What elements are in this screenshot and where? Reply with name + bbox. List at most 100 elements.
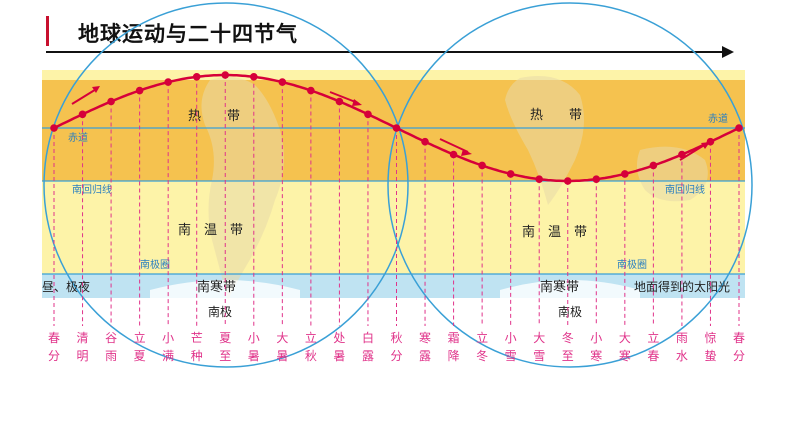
term-point (78, 110, 87, 119)
term-label-bottom: 雪 (505, 349, 517, 363)
term-label-top: 小 (248, 331, 260, 345)
globe-left (43, 2, 409, 368)
globe-right (387, 2, 753, 368)
term-label-bottom: 满 (162, 349, 174, 363)
term-point (592, 175, 601, 183)
term-label-top: 小 (590, 331, 602, 345)
zone-label-tropics-left: 热 带 (188, 109, 240, 124)
term-label-top: 春 (48, 331, 60, 345)
term-point (535, 175, 544, 183)
solar-terms-layer: 春分清明谷雨立夏小满芒种夏至小暑大暑立秋处暑白露秋分寒露霜降立冬小雪大雪冬至小寒… (48, 71, 745, 363)
term-label-top: 秋 (390, 331, 402, 345)
term-label-top: 清 (77, 331, 89, 345)
term-label-bottom: 明 (77, 349, 89, 363)
term-point (50, 124, 58, 132)
polar-label-left: 南极圈 (140, 258, 170, 271)
term-point (364, 110, 372, 119)
zone-label-tropics-right: 热 带 (530, 108, 582, 123)
term-label-top: 冬 (562, 330, 574, 345)
term-label-top: 立 (476, 330, 488, 345)
continent-australia (636, 146, 708, 202)
term-label-bottom: 降 (448, 349, 460, 363)
term-label-bottom: 分 (390, 349, 402, 363)
term-point (249, 73, 258, 81)
term-point (506, 170, 515, 178)
term-point (478, 161, 486, 170)
term-point (735, 124, 743, 132)
term-point (335, 97, 344, 106)
term-point (449, 150, 458, 159)
term-point (392, 124, 401, 132)
equator-label-left: 赤道 (68, 131, 88, 144)
arrow-1 (71, 87, 99, 105)
term-label-bottom: 春 (647, 349, 659, 363)
term-label-bottom: 雪 (533, 349, 545, 363)
term-label-top: 雨 (676, 331, 688, 345)
term-label-bottom: 水 (676, 349, 688, 363)
continent-antarctica (150, 280, 300, 300)
term-label-top: 立 (134, 330, 146, 345)
term-label-bottom: 分 (48, 349, 60, 363)
term-label-bottom: 种 (191, 349, 203, 363)
continent-americas (201, 76, 284, 300)
polar-label-right: 南极圈 (617, 258, 647, 271)
term-label-bottom: 露 (362, 349, 374, 363)
term-label-top: 芒 (191, 330, 203, 345)
term-label-top: 谷 (105, 331, 117, 345)
zone-label-temperate-left: 南 温 带 (178, 222, 243, 238)
term-label-bottom: 秋 (305, 349, 317, 363)
term-point (706, 137, 715, 146)
title-underline-arrow (46, 51, 726, 53)
term-label-top: 白 (362, 330, 374, 345)
tropic-label-left: 南回归线 (72, 183, 112, 196)
term-label-top: 大 (533, 331, 545, 345)
term-label-bottom: 冬 (476, 348, 488, 363)
continent-africa (505, 76, 584, 205)
term-label-top: 处 (333, 331, 345, 345)
arrow-2 (329, 91, 359, 104)
term-label-bottom: 至 (562, 349, 574, 363)
south-pole-label: 南极 (208, 304, 232, 319)
zone-bottom (42, 298, 745, 326)
term-point (563, 177, 572, 185)
tropic-label-right: 南回归线 (665, 183, 705, 196)
zone-label-temperate-right: 南 温 带 (522, 224, 587, 240)
term-point (164, 78, 172, 86)
term-label-bottom: 暑 (276, 349, 288, 363)
term-label-top: 小 (505, 331, 517, 345)
term-point (678, 150, 686, 159)
term-label-top: 夏 (219, 331, 231, 345)
term-label-bottom: 暑 (333, 349, 345, 363)
term-point (649, 161, 658, 170)
term-label-bottom: 分 (733, 349, 745, 363)
arrow-1-head-icon (92, 86, 100, 93)
term-label-bottom: 露 (419, 349, 431, 363)
term-label-bottom: 雨 (105, 349, 117, 363)
term-point (107, 97, 115, 106)
term-label-bottom: 暑 (248, 349, 260, 363)
term-label-top: 春 (733, 331, 745, 345)
term-label-top: 立 (647, 330, 659, 345)
arrow-head-icon (722, 46, 734, 58)
term-point (135, 86, 144, 95)
zone-tropics (42, 80, 745, 181)
term-point (192, 73, 201, 81)
term-point (421, 137, 429, 146)
title-marker (46, 16, 49, 46)
term-label-bottom: 蛰 (704, 349, 716, 363)
term-label-bottom: 寒 (590, 348, 602, 363)
sunlight-note: 地面得到的太阳光 (634, 279, 730, 294)
term-point (221, 71, 230, 79)
term-point (278, 78, 287, 86)
arrow-3-head-icon (461, 149, 472, 156)
zone-label-frigid-left: 南寒带 (197, 279, 236, 295)
south-pole-label-right: 南极 (558, 304, 582, 319)
term-label-top: 立 (305, 330, 317, 345)
term-label-top: 霜 (448, 331, 460, 345)
zone-top-strip (42, 70, 745, 80)
term-point (621, 170, 629, 178)
term-label-top: 惊 (704, 330, 716, 345)
term-label-bottom: 至 (219, 349, 231, 363)
equator-label-right: 赤道 (708, 112, 728, 125)
